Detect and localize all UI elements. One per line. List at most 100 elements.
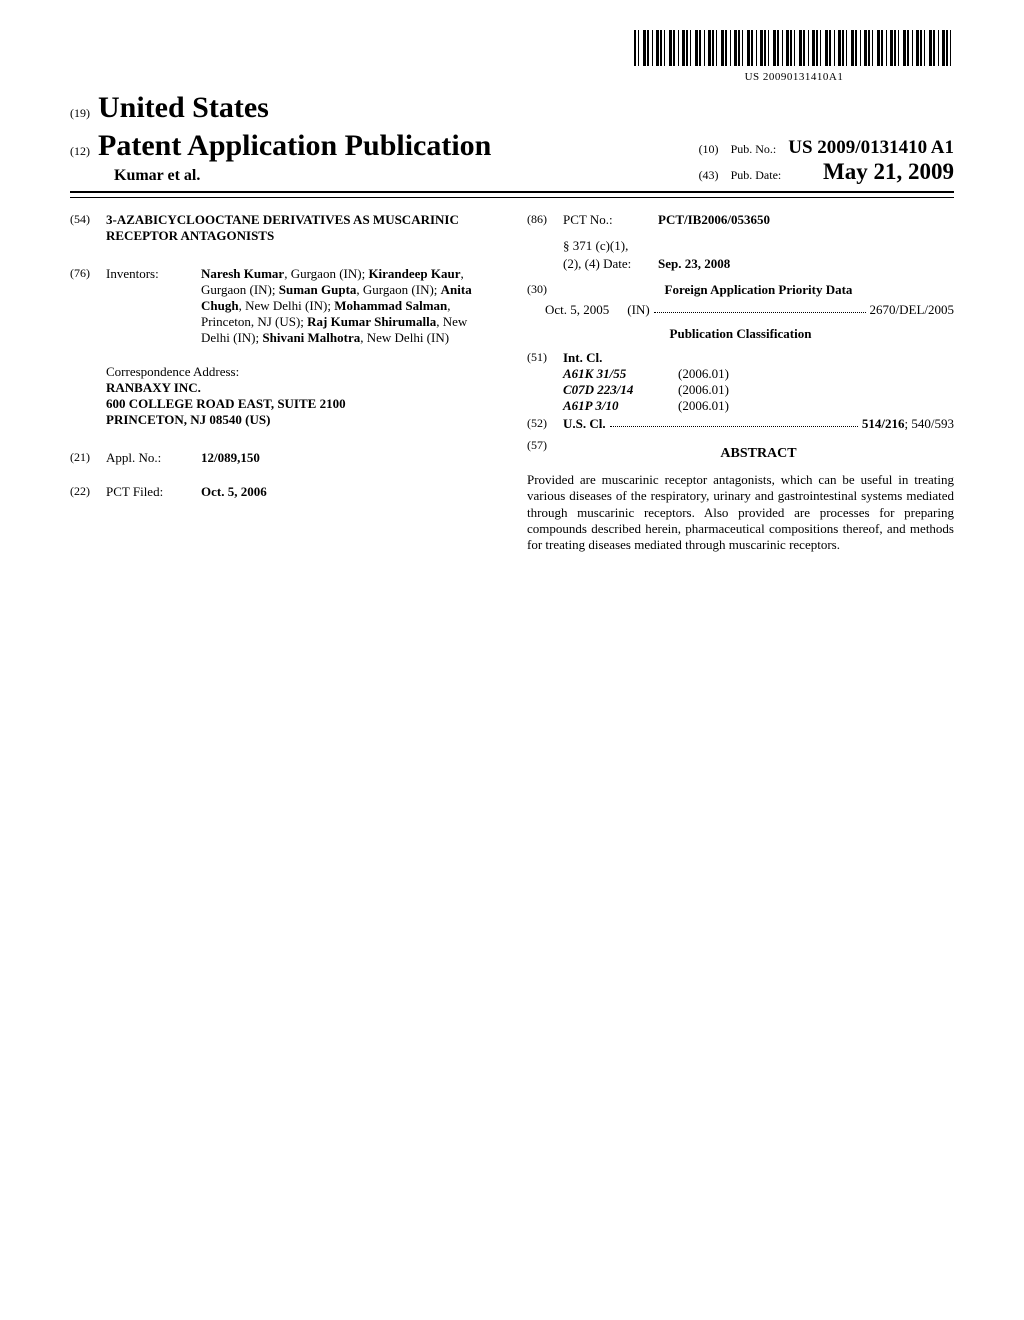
- inventor-name: Naresh Kumar: [201, 266, 284, 281]
- s371-spacer: [527, 238, 563, 254]
- applno-tag: (21): [70, 450, 106, 466]
- intcl-row: C07D 223/14(2006.01): [563, 382, 954, 398]
- pubno-label: Pub. No.:: [731, 142, 777, 157]
- inventor-name: Shivani Malhotra: [262, 330, 360, 345]
- intcl-row: A61K 31/55(2006.01): [563, 366, 954, 382]
- pubtype-text: Patent Application Publication: [98, 129, 491, 163]
- title-field: (54) 3-AZABICYCLOOCTANE DERIVATIVES AS M…: [70, 212, 497, 244]
- applno-field: (21) Appl. No.: 12/089,150: [70, 450, 497, 466]
- header-grid: (12) Patent Application Publication Kuma…: [70, 129, 954, 185]
- pubclass-heading: Publication Classification: [527, 326, 954, 342]
- dot-leader-uscl: [610, 416, 858, 427]
- country-name: United States: [98, 91, 269, 125]
- intcl-year: (2006.01): [678, 366, 778, 382]
- corr-addr2: PRINCETON, NJ 08540 (US): [106, 412, 497, 428]
- corr-label: Correspondence Address:: [106, 364, 497, 380]
- correspondence-block: Correspondence Address: RANBAXY INC. 600…: [106, 364, 497, 428]
- foreign-heading-row: (30) Foreign Application Priority Data: [527, 282, 954, 298]
- foreign-date: Oct. 5, 2005: [545, 302, 609, 318]
- inventor-name: Kirandeep Kaur: [368, 266, 460, 281]
- uscl-value-bold: 514/216: [862, 416, 905, 431]
- inventor-loc: , Gurgaon (IN);: [356, 282, 440, 297]
- pctfiled-label: PCT Filed:: [106, 484, 201, 500]
- pubno-value: US 2009/0131410 A1: [788, 137, 954, 159]
- dot-leader: [654, 302, 866, 313]
- pubdate-value: May 21, 2009: [823, 159, 954, 185]
- inventor-loc: , New Delhi (IN): [360, 330, 449, 345]
- intcl-rows: A61K 31/55(2006.01)C07D 223/14(2006.01)A…: [563, 366, 954, 414]
- uscl-tag: (52): [527, 416, 563, 432]
- inventor-loc: , New Delhi (IN);: [239, 298, 335, 313]
- intcl-tag: (51): [527, 350, 563, 414]
- divider-thick: [70, 191, 954, 193]
- right-column: (86) PCT No.: PCT/IB2006/053650 § 371 (c…: [527, 212, 954, 553]
- foreign-tag: (30): [527, 282, 563, 298]
- intcl-row: A61P 3/10(2006.01): [563, 398, 954, 414]
- corr-name: RANBAXY INC.: [106, 380, 497, 396]
- s371-spacer2: [527, 256, 563, 272]
- uscl-label: U.S. Cl.: [563, 416, 606, 432]
- pubdate-label: Pub. Date:: [731, 168, 782, 183]
- intcl-year: (2006.01): [678, 398, 778, 414]
- s371-field2: (2), (4) Date: Sep. 23, 2008: [527, 256, 954, 272]
- inventor-name: Suman Gupta: [279, 282, 357, 297]
- patent-page: US 20090131410A1 (19) United States (12)…: [0, 0, 1024, 593]
- country-row: (19) United States: [70, 91, 954, 125]
- pctno-tag: (86): [527, 212, 563, 228]
- applno-label: Appl. No.:: [106, 450, 201, 466]
- barcode-number: US 20090131410A1: [634, 71, 954, 83]
- intcl-code: A61K 31/55: [563, 366, 678, 382]
- barcode: [634, 30, 954, 66]
- uscl-field: (52) U.S. Cl. 514/216; 540/593: [527, 416, 954, 432]
- pubdate-tag: (43): [699, 168, 719, 183]
- pctno-value: PCT/IB2006/053650: [658, 212, 770, 227]
- title-tag: (54): [70, 212, 106, 244]
- applno-value: 12/089,150: [201, 450, 260, 465]
- inventors-field: (76) Inventors: Naresh Kumar, Gurgaon (I…: [70, 266, 497, 346]
- intcl-label: Int. Cl.: [563, 350, 954, 366]
- intcl-year: (2006.01): [678, 382, 778, 398]
- two-column-body: (54) 3-AZABICYCLOOCTANE DERIVATIVES AS M…: [70, 212, 954, 553]
- pubno-tag: (10): [699, 142, 719, 157]
- inventors-list: Naresh Kumar, Gurgaon (IN); Kirandeep Ka…: [201, 266, 497, 346]
- intcl-code: A61P 3/10: [563, 398, 678, 414]
- s371-label2: (2), (4) Date:: [563, 256, 658, 272]
- s371-label1: § 371 (c)(1),: [563, 238, 628, 254]
- inventor-name: Raj Kumar Shirumalla: [307, 314, 436, 329]
- foreign-num: 2670/DEL/2005: [870, 302, 955, 318]
- pctno-field: (86) PCT No.: PCT/IB2006/053650: [527, 212, 954, 228]
- abstract-heading-row: (57) ABSTRACT: [527, 438, 954, 470]
- abstract-text: Provided are muscarinic receptor antagon…: [527, 472, 954, 553]
- s371-value: Sep. 23, 2008: [658, 256, 730, 271]
- divider-thin: [70, 197, 954, 198]
- inventor-name: Mohammad Salman: [334, 298, 447, 313]
- author-line: Kumar et al.: [114, 167, 491, 185]
- abstract-label: ABSTRACT: [563, 446, 954, 462]
- pubdate-row: (43) Pub. Date: May 21, 2009: [699, 159, 954, 185]
- pctfiled-value: Oct. 5, 2006: [201, 484, 267, 499]
- foreign-heading: Foreign Application Priority Data: [563, 282, 954, 298]
- pubtype-tag: (12): [70, 144, 90, 159]
- intcl-code: C07D 223/14: [563, 382, 678, 398]
- header-right: (10) Pub. No.: US 2009/0131410 A1 (43) P…: [699, 137, 954, 185]
- country-tag: (19): [70, 106, 90, 121]
- pubno-row: (10) Pub. No.: US 2009/0131410 A1: [699, 137, 954, 159]
- pctfiled-field: (22) PCT Filed: Oct. 5, 2006: [70, 484, 497, 500]
- inventor-loc: , Gurgaon (IN);: [284, 266, 368, 281]
- foreign-priority-row: Oct. 5, 2005 (IN) 2670/DEL/2005: [545, 302, 954, 318]
- inventors-label: Inventors:: [106, 266, 201, 346]
- abstract-tag: (57): [527, 438, 563, 470]
- intcl-field: (51) Int. Cl. A61K 31/55(2006.01)C07D 22…: [527, 350, 954, 414]
- corr-addr1: 600 COLLEGE ROAD EAST, SUITE 2100: [106, 396, 497, 412]
- pctfiled-tag: (22): [70, 484, 106, 500]
- s371-field: § 371 (c)(1),: [527, 238, 954, 254]
- barcode-area: US 20090131410A1: [70, 30, 954, 83]
- inventors-tag: (76): [70, 266, 106, 346]
- uscl-value-rest: ; 540/593: [905, 416, 954, 431]
- header-left: (12) Patent Application Publication Kuma…: [70, 129, 491, 185]
- title-text: 3-AZABICYCLOOCTANE DERIVATIVES AS MUSCAR…: [106, 212, 497, 244]
- foreign-country: (IN): [627, 302, 649, 318]
- left-column: (54) 3-AZABICYCLOOCTANE DERIVATIVES AS M…: [70, 212, 497, 553]
- pctno-label: PCT No.:: [563, 212, 658, 228]
- pubtype-row: (12) Patent Application Publication: [70, 129, 491, 163]
